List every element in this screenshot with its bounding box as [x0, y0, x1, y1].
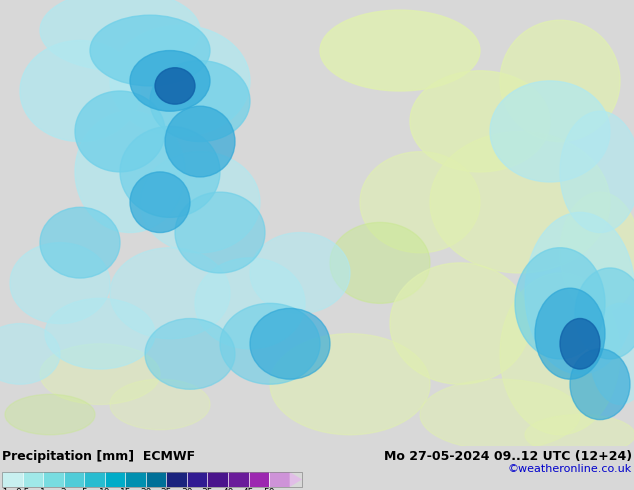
Ellipse shape — [110, 25, 250, 137]
Ellipse shape — [130, 172, 190, 233]
Text: 2: 2 — [61, 488, 67, 490]
Text: 45: 45 — [243, 488, 254, 490]
Ellipse shape — [590, 303, 634, 404]
Ellipse shape — [500, 273, 620, 435]
Bar — [228, 472, 249, 487]
Ellipse shape — [560, 192, 634, 314]
Ellipse shape — [525, 212, 634, 374]
Ellipse shape — [40, 0, 200, 71]
Text: Mo 27-05-2024 09..12 UTC (12+24): Mo 27-05-2024 09..12 UTC (12+24) — [384, 450, 632, 463]
Bar — [2, 472, 302, 487]
Polygon shape — [290, 472, 302, 487]
Text: 40: 40 — [223, 488, 234, 490]
Text: 35: 35 — [202, 488, 213, 490]
Bar — [207, 472, 228, 487]
Bar — [63, 472, 84, 487]
Ellipse shape — [130, 50, 210, 111]
Ellipse shape — [145, 318, 235, 389]
Text: 30: 30 — [181, 488, 193, 490]
Bar — [126, 472, 146, 487]
Ellipse shape — [220, 303, 320, 384]
Bar — [249, 472, 269, 487]
Ellipse shape — [10, 243, 110, 323]
Ellipse shape — [360, 152, 480, 253]
Ellipse shape — [320, 10, 480, 91]
Ellipse shape — [45, 298, 155, 369]
Text: Precipitation [mm]  ECMWF: Precipitation [mm] ECMWF — [2, 450, 195, 463]
Text: ©weatheronline.co.uk: ©weatheronline.co.uk — [508, 464, 632, 474]
Text: 15: 15 — [120, 488, 131, 490]
Ellipse shape — [150, 61, 250, 142]
Ellipse shape — [420, 379, 580, 450]
Ellipse shape — [110, 379, 210, 430]
Ellipse shape — [575, 268, 634, 359]
Ellipse shape — [165, 106, 235, 177]
Ellipse shape — [560, 111, 634, 233]
Ellipse shape — [250, 233, 350, 314]
Ellipse shape — [20, 41, 140, 142]
Ellipse shape — [250, 308, 330, 379]
Ellipse shape — [75, 111, 185, 233]
Bar — [166, 472, 187, 487]
Ellipse shape — [430, 131, 610, 273]
Text: 0.1: 0.1 — [0, 488, 9, 490]
Text: 20: 20 — [140, 488, 152, 490]
Ellipse shape — [40, 207, 120, 278]
Ellipse shape — [570, 349, 630, 419]
Ellipse shape — [75, 91, 165, 172]
Text: 10: 10 — [99, 488, 110, 490]
Ellipse shape — [330, 222, 430, 303]
Text: 0.5: 0.5 — [15, 488, 30, 490]
Bar — [105, 472, 126, 487]
Ellipse shape — [195, 258, 305, 349]
Ellipse shape — [270, 334, 430, 435]
Ellipse shape — [40, 344, 160, 404]
Ellipse shape — [0, 323, 60, 384]
Text: 50: 50 — [263, 488, 275, 490]
Ellipse shape — [155, 68, 195, 104]
Ellipse shape — [410, 71, 550, 172]
Ellipse shape — [490, 81, 610, 182]
Bar — [43, 472, 63, 487]
Ellipse shape — [5, 394, 95, 435]
Ellipse shape — [390, 263, 530, 384]
Ellipse shape — [120, 126, 220, 218]
Ellipse shape — [110, 248, 230, 339]
Bar — [269, 472, 290, 487]
Ellipse shape — [90, 15, 210, 86]
Ellipse shape — [560, 318, 600, 369]
Ellipse shape — [535, 288, 605, 379]
Text: 5: 5 — [81, 488, 87, 490]
Ellipse shape — [500, 20, 620, 142]
Ellipse shape — [140, 152, 260, 253]
Bar — [2, 472, 23, 487]
Ellipse shape — [515, 248, 605, 359]
Text: 25: 25 — [160, 488, 172, 490]
Bar — [187, 472, 207, 487]
Ellipse shape — [175, 192, 265, 273]
Bar — [146, 472, 166, 487]
Ellipse shape — [525, 415, 634, 455]
Text: 1: 1 — [40, 488, 46, 490]
Bar — [84, 472, 105, 487]
Bar — [23, 472, 43, 487]
